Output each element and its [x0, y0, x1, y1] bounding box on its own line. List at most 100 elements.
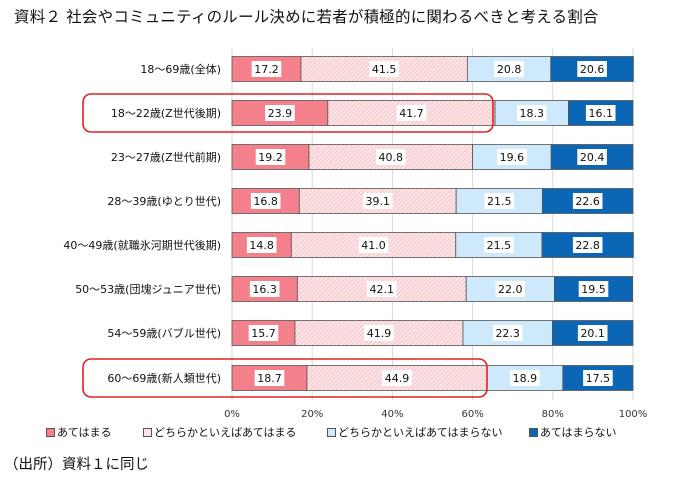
legend-swatch-disagree	[529, 427, 538, 437]
data-label: 20.4	[580, 151, 605, 164]
data-label: 22.0	[498, 283, 523, 296]
data-label: 17.5	[586, 372, 611, 385]
bar-segment-somewhat-agree	[290, 232, 457, 258]
legend-item-somewhat-disagree: どちらかといえばあてはまらない	[327, 424, 503, 440]
data-label-background	[369, 61, 399, 77]
data-label: 18.3	[519, 107, 544, 120]
legend-swatch-agree	[46, 427, 55, 437]
data-label-background	[246, 237, 277, 253]
x-tick-label: 20%	[301, 409, 323, 420]
data-label-background	[577, 61, 607, 77]
stacked-bar-chart: 17.2 41.5 20.8 20.6 23.9 41.7 18.3 16.1 19.2 40.8…	[63, 48, 647, 420]
data-label: 22.6	[575, 195, 600, 208]
data-label-background	[497, 149, 527, 165]
data-label: 22.3	[495, 327, 520, 340]
category-label: 18～69歳(全体)	[140, 62, 221, 76]
category-label: 18～22歳(Z世代後期)	[111, 106, 221, 120]
highlight-box	[82, 93, 494, 133]
category-label: 23～27歳(Z世代前期)	[111, 150, 221, 164]
source-note: （出所）資料１に同じ	[4, 457, 149, 473]
data-label: 16.3	[252, 283, 277, 296]
highlight-boxes	[82, 93, 494, 398]
data-label-background	[248, 325, 279, 341]
data-label: 23.9	[268, 107, 293, 120]
data-label: 20.8	[497, 63, 522, 76]
legend-item-agree: あてはまる	[46, 424, 112, 440]
legend-swatch-somewhat-disagree	[327, 427, 336, 437]
bars: 17.2 41.5 20.8 20.6 23.9 41.7 18.3 16.1 19.2 40.8…	[231, 56, 634, 391]
data-label: 19.5	[581, 283, 606, 296]
data-label: 18.7	[257, 372, 282, 385]
legend-item-disagree: あてはまらない	[529, 424, 617, 440]
data-label: 41.0	[361, 239, 386, 252]
data-label-background	[572, 237, 603, 253]
data-label-background	[375, 149, 406, 165]
data-label-background	[358, 237, 389, 253]
highlight-box	[82, 358, 488, 398]
data-label-background	[577, 325, 608, 341]
data-label: 44.9	[385, 372, 410, 385]
data-label: 17.2	[254, 63, 279, 76]
x-tick-label: 80%	[542, 409, 564, 420]
bar-segment-somewhat-agree	[296, 276, 467, 302]
data-label: 20.6	[580, 63, 605, 76]
data-label-background	[583, 370, 613, 386]
data-label: 21.5	[487, 239, 512, 252]
category-label: 54～59歳(バブル世代)	[107, 326, 221, 340]
x-axis-ticks: 0% 20% 40% 60% 80% 100%	[224, 409, 647, 420]
chart-title: 資料２ 社会やコミュニティのルール決めに若者が積極的に関わるべきと考える割合	[14, 8, 599, 26]
legend-item-somewhat-agree: どちらかといえばあてはまる	[143, 424, 297, 440]
data-label-background	[255, 149, 286, 165]
data-label: 18.9	[513, 372, 538, 385]
data-label: 20.1	[580, 327, 605, 340]
data-label-background	[382, 370, 412, 386]
data-label-background	[510, 370, 540, 386]
category-label: 28～39歳(ゆとり世代)	[107, 195, 221, 208]
data-label: 16.1	[588, 107, 613, 120]
x-tick-label: 60%	[461, 409, 483, 420]
category-label: 50～53歳(団塊ジュニア世代)	[75, 283, 221, 296]
data-label-background	[516, 105, 547, 121]
data-label: 19.2	[258, 151, 283, 164]
data-label-background	[494, 61, 524, 77]
data-label-background	[578, 281, 609, 297]
data-label-background	[366, 281, 397, 297]
legend-label: どちらかといえばあてはまる	[154, 426, 297, 439]
x-tick-label: 100%	[619, 409, 648, 420]
data-label: 41.5	[372, 63, 397, 76]
data-label: 15.7	[251, 327, 276, 340]
legend-swatch-somewhat-agree	[143, 427, 152, 437]
data-label: 42.1	[370, 283, 395, 296]
category-label: 60～69歳(新人類世代)	[107, 371, 221, 385]
data-label-background	[577, 149, 607, 165]
x-tick-label: 40%	[381, 409, 403, 420]
data-label-background	[492, 325, 523, 341]
data-label-background	[396, 105, 427, 121]
data-label-background	[254, 370, 285, 386]
data-label-background	[362, 193, 393, 209]
data-label-background	[249, 281, 280, 297]
data-label-background	[265, 105, 295, 121]
data-label-background	[364, 325, 394, 341]
category-label: 40～49歳(就職氷河期世代後期)	[63, 238, 221, 252]
legend-label: あてはまる	[57, 426, 112, 439]
category-labels: 18～69歳(全体) 18～22歳(Z世代後期) 23～27歳(Z世代前期) 28～3…	[63, 62, 221, 385]
data-label: 41.9	[367, 327, 392, 340]
legend: あてはまる どちらかといえばあてはまる どちらかといえばあてはまらない あてはま…	[0, 424, 680, 442]
data-label-background	[484, 193, 515, 209]
data-label-background	[585, 105, 616, 121]
legend-label: あてはまらない	[540, 426, 617, 439]
data-label: 14.8	[249, 239, 274, 252]
data-label: 19.6	[500, 151, 525, 164]
data-label: 16.8	[253, 195, 278, 208]
x-tick-label: 0%	[224, 409, 240, 420]
data-label-background	[484, 237, 514, 253]
data-label: 22.8	[575, 239, 600, 252]
data-label-background	[251, 61, 282, 77]
data-label: 39.1	[366, 195, 391, 208]
data-label: 21.5	[487, 195, 512, 208]
data-label: 40.8	[379, 151, 404, 164]
data-label-background	[250, 193, 281, 209]
data-label-background	[572, 193, 603, 209]
data-label: 41.7	[399, 107, 424, 120]
